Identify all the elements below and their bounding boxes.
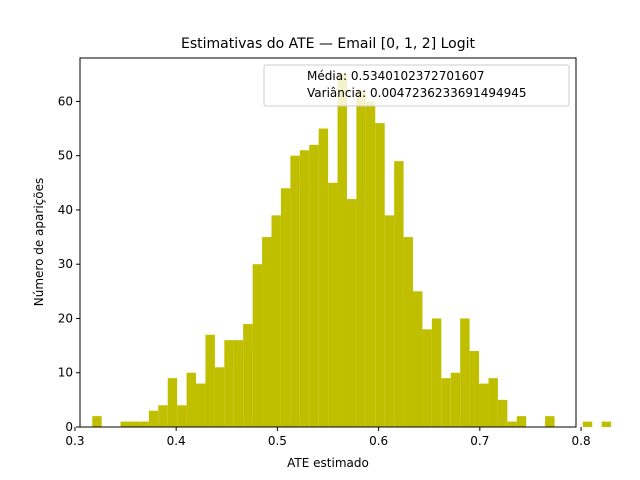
histogram-bar <box>158 405 168 427</box>
histogram-bar <box>545 416 555 427</box>
histogram-bar <box>403 237 414 427</box>
histogram-bar <box>196 383 206 427</box>
histogram-bar <box>205 334 215 427</box>
histogram-bar <box>346 199 357 427</box>
histogram-bar <box>120 421 130 427</box>
histogram-bar <box>328 182 338 427</box>
histogram-bar <box>431 318 442 427</box>
histogram-bar <box>516 416 527 427</box>
x-tick-label: 0.4 <box>167 434 186 448</box>
legend-variance: Variância: 0.004723623369149494​5 <box>307 86 527 100</box>
histogram-bar <box>148 410 159 427</box>
chart-title: Estimativas do ATE — Email [0, 1, 2] Log… <box>181 36 475 52</box>
y-tick-label: 30 <box>58 257 73 271</box>
x-tick-label: 0.7 <box>470 434 489 448</box>
histogram-bar <box>488 378 498 427</box>
histogram-bar <box>394 161 404 427</box>
histogram-bar <box>497 399 508 427</box>
legend: Média: 0.5340102372701607 Variância: 0.0… <box>263 64 570 107</box>
histogram-bar <box>422 329 432 427</box>
bars-group <box>92 74 612 428</box>
legend-box <box>263 64 570 107</box>
y-tick-label: 0 <box>65 420 73 434</box>
histogram-bar <box>441 378 451 427</box>
y-tick-label: 40 <box>58 203 73 217</box>
y-tick-label: 50 <box>58 149 73 163</box>
y-axis-label: Número de aparições <box>32 178 46 306</box>
histogram-bar <box>479 383 489 427</box>
histogram-bar <box>290 155 300 428</box>
histogram-bar <box>214 367 225 427</box>
histogram-bar <box>186 372 197 427</box>
plot-frame <box>79 57 577 428</box>
histogram-bar <box>601 421 612 427</box>
histogram-bar <box>450 372 461 427</box>
x-tick-label: 0.6 <box>369 434 388 448</box>
histogram-bar <box>280 188 291 427</box>
histogram-bar <box>582 421 593 427</box>
histogram-bar <box>337 74 347 427</box>
y-axis-ticks: 0 10 20 30 40 50 60 <box>58 94 80 434</box>
axes-frame <box>79 57 577 428</box>
histogram-bar <box>252 264 263 427</box>
y-tick-label: 10 <box>58 366 73 380</box>
histogram-bar <box>92 416 102 427</box>
x-tick-label: 0.5 <box>268 434 287 448</box>
histogram-bar <box>224 340 234 427</box>
x-axis-label: ATE estimado <box>287 456 369 470</box>
x-tick-label: 0.8 <box>572 434 591 448</box>
histogram-bar <box>507 421 517 427</box>
histogram-bar <box>167 378 178 427</box>
histogram-bar <box>309 144 319 427</box>
histogram-bar <box>299 150 310 427</box>
histogram-bar <box>262 237 272 427</box>
histogram-bar <box>129 421 140 427</box>
histogram-bar <box>460 318 470 427</box>
histogram-bar <box>318 128 329 427</box>
y-tick-label: 60 <box>58 94 73 108</box>
histogram-bar <box>365 101 376 427</box>
histogram-bar <box>177 405 187 427</box>
histogram-bar <box>413 291 423 427</box>
histogram-bar <box>139 421 149 427</box>
y-tick-label: 20 <box>58 311 73 325</box>
histogram-bar <box>233 340 244 427</box>
x-axis-ticks: 0.3 0.4 0.5 0.6 0.7 0.8 <box>65 427 591 448</box>
histogram-bar <box>243 323 253 427</box>
x-tick-label: 0.3 <box>65 434 84 448</box>
histogram-bar <box>271 215 281 427</box>
histogram-bar <box>375 123 385 427</box>
histogram-bar <box>356 90 366 427</box>
legend-mean: Média: 0.5340102372701607 <box>307 69 485 83</box>
histogram-bar <box>384 215 395 427</box>
histogram-bar <box>469 351 480 427</box>
